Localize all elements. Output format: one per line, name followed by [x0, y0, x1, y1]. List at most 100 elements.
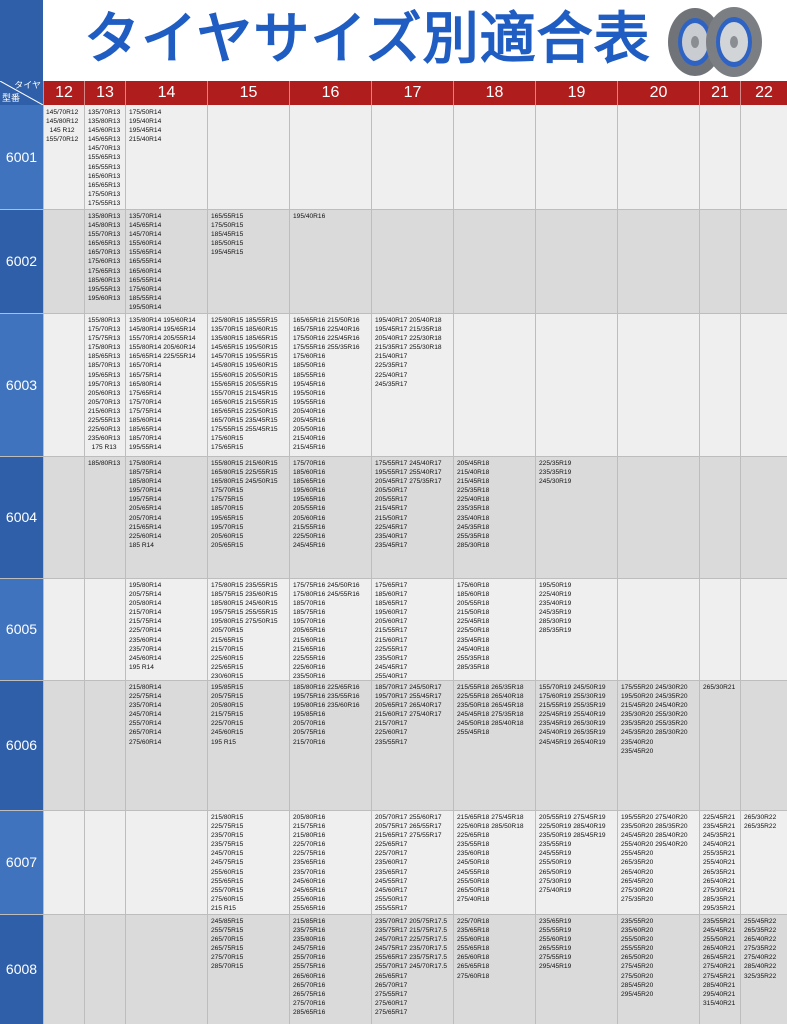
tire-size-list: 175/55R17 195/55R17 205/45R17 205/50R17 …: [375, 460, 408, 549]
size-cell-16: 205/80R16 215/75R16 215/80R16 225/70R16 …: [289, 810, 371, 914]
tire-size-list: 175/65R17 185/60R17 185/65R17 195/60R17 …: [375, 582, 408, 680]
tire-size-list: 265/35R18 265/40R18 265/45R18 275/35R18 …: [491, 684, 524, 728]
size-cell-20: [617, 456, 699, 578]
model-label: 6007: [0, 810, 43, 914]
size-header-14: 14: [125, 81, 207, 105]
size-cell-21: [699, 578, 740, 680]
size-cell-17: 175/55R17 195/55R17 205/45R17 205/50R17 …: [371, 456, 453, 578]
size-cell-15: [207, 105, 289, 209]
size-cell-22: 255/45R22 265/35R22 265/40R22 275/35R22 …: [740, 914, 787, 1024]
size-cell-18: [453, 209, 535, 313]
tire-size-list: 135/80R14 145/80R14 155/70R14 155/80R14 …: [129, 317, 162, 452]
size-cell-13: [84, 914, 125, 1024]
tire-size-list: 225/70R18 235/65R18 255/60R18 255/65R18 …: [457, 918, 490, 980]
size-header-12: 12: [43, 81, 84, 105]
model-label: 6006: [0, 680, 43, 810]
size-cell-14: [125, 914, 207, 1024]
size-cell-12: [43, 578, 84, 680]
tire-size-list: 235/65R19 255/55R19 255/60R19 265/55R19 …: [539, 918, 572, 971]
size-header-18: 18: [453, 81, 535, 105]
size-cell-19: 155/70R19 175/60R19 215/55R19 225/45R19 …: [535, 680, 617, 810]
model-label: 6008: [0, 914, 43, 1024]
header: [0, 0, 787, 80]
size-header-15: 15: [207, 81, 289, 105]
tire-size-list: 275/45R18 285/50R18: [491, 814, 524, 831]
size-cell-17: [371, 105, 453, 209]
size-cell-16: 175/75R16 175/80R16 185/70R16 185/75R16 …: [289, 578, 371, 680]
size-cell-14: 135/80R14 145/80R14 155/70R14 155/80R14 …: [125, 313, 207, 456]
size-cell-18: 215/65R18 225/60R18 225/65R18 235/55R18 …: [453, 810, 535, 914]
size-cell-13: [84, 680, 125, 810]
size-cell-22: [740, 313, 787, 456]
tire-size-list: 125/80R15 135/70R15 135/80R15 145/65R15 …: [211, 317, 244, 452]
size-cell-17: 235/70R17 235/75R17 245/70R17 245/75R17 …: [371, 914, 453, 1024]
size-cell-14: 215/80R14 225/75R14 235/70R14 245/70R14 …: [125, 680, 207, 810]
tire-size-list: 175/80R15 185/75R15 185/80R15 195/75R15 …: [211, 582, 244, 680]
size-cell-21: [699, 105, 740, 209]
model-row-6008: 6008 245/85R15 255/75R15 265/70R15 265/75…: [0, 914, 787, 1024]
size-cell-20: 195/55R20 235/50R20 245/45R20 255/40R20 …: [617, 810, 699, 914]
tire-size-list: 255/45R22 265/35R22 265/40R22 275/35R22 …: [744, 918, 777, 980]
tire-size-list: 185/80R13: [88, 460, 121, 467]
size-cell-15: 215/80R15 225/75R15 235/70R15 235/75R15 …: [207, 810, 289, 914]
size-cell-13: 185/80R13: [84, 456, 125, 578]
tire-size-list: 185/80R16 195/75R16 195/80R16 195/85R16 …: [293, 684, 326, 746]
tire-size-list: 175/75R16 175/80R16 185/70R16 185/75R16 …: [293, 582, 326, 680]
row-divider: [0, 456, 787, 457]
row-divider: [0, 313, 787, 314]
tire-size-list: 265/30R22 265/35R22: [744, 814, 777, 831]
tires-icon: [662, 6, 767, 78]
tire-size-list: 215/65R18 225/60R18 225/65R18 235/55R18 …: [457, 814, 490, 903]
size-cell-16: 215/85R16 235/75R16 235/80R16 245/75R16 …: [289, 914, 371, 1024]
size-cell-12: 145/70R12 145/80R12 145 R12 155/70R12: [43, 105, 84, 209]
size-cell-17: 195/40R17 195/45R17 205/40R17 215/35R17 …: [371, 313, 453, 456]
tire-size-list: 245/40R17 255/40R17 275/35R17: [409, 460, 442, 486]
model-label: 6001: [0, 105, 43, 209]
model-row-6005: 6005 195/80R14 205/75R14 205/80R14 215/70…: [0, 578, 787, 680]
size-cell-14: 135/70R14 145/65R14 145/70R14 155/60R14 …: [125, 209, 207, 313]
tire-size-list: 165/55R15 175/50R15 185/45R15 185/50R15 …: [211, 213, 244, 257]
size-cell-16: 175/70R16 185/60R16 185/65R16 195/60R16 …: [289, 456, 371, 578]
tire-size-list: 155/80R13 175/70R13 175/75R13 175/80R13 …: [88, 317, 121, 452]
size-cell-22: 265/30R22 265/35R22: [740, 810, 787, 914]
tire-size-list: 205/75R17.5 215/75R17.5 225/75R17.5 235/…: [409, 918, 448, 971]
size-cell-15: 195/85R15 205/75R15 205/80R15 215/75R15 …: [207, 680, 289, 810]
size-cell-16: [289, 105, 371, 209]
tire-size-list: 175/70R16 185/60R16 185/65R16 195/60R16 …: [293, 460, 326, 549]
model-label: 6005: [0, 578, 43, 680]
model-row-6002: 6002 135/80R13 145/80R13 155/70R13 165/65…: [0, 209, 787, 313]
size-header-16: 16: [289, 81, 371, 105]
size-cell-22: [740, 456, 787, 578]
size-cell-13: [84, 578, 125, 680]
size-cell-15: 245/85R15 255/75R15 265/70R15 265/75R15 …: [207, 914, 289, 1024]
size-cell-20: [617, 578, 699, 680]
size-cell-19: 225/35R19 235/35R19 245/30R19: [535, 456, 617, 578]
size-cell-16: 185/80R16 195/75R16 195/80R16 195/85R16 …: [289, 680, 371, 810]
size-header-21: 21: [699, 81, 740, 105]
tire-size-list: 225/65R16 235/55R16 235/60R16: [327, 684, 360, 710]
size-cell-19: 205/55R19 225/50R19 235/50R19 235/55R19 …: [535, 810, 617, 914]
page-title: タイヤサイズ別適合表: [84, 7, 651, 72]
size-cell-20: 235/55R20 235/60R20 255/50R20 255/55R20 …: [617, 914, 699, 1024]
size-cell-19: 195/50R19 225/40R19 235/40R19 245/35R19 …: [535, 578, 617, 680]
size-cell-18: [453, 313, 535, 456]
tire-size-list: 175/60R18 185/60R18 205/55R18 215/50R18 …: [457, 582, 490, 671]
row-divider: [0, 810, 787, 811]
size-header-22: 22: [740, 81, 787, 105]
model-row-6007: 6007 215/80R15 225/75R15 235/70R15 235/75…: [0, 810, 787, 914]
tire-size-list: 225/45R21 235/45R21 245/35R21 245/40R21 …: [703, 814, 736, 912]
model-label: 6004: [0, 456, 43, 578]
size-cell-16: 195/40R16: [289, 209, 371, 313]
tire-size-list: 135/80R13 145/80R13 155/70R13 165/65R13 …: [88, 213, 121, 302]
size-cell-21: 265/30R21: [699, 680, 740, 810]
tire-size-list: 205/40R18 215/35R18 225/30R18 255/30R18: [409, 317, 442, 352]
size-cell-20: [617, 105, 699, 209]
tire-size-list: 215/50R16 225/40R16 225/45R16 255/35R16: [327, 317, 360, 352]
size-cell-21: [699, 456, 740, 578]
size-cell-22: [740, 578, 787, 680]
tire-size-list: 225/35R19 235/35R19 245/30R19: [539, 460, 572, 486]
size-cell-17: 175/65R17 185/60R17 185/65R17 195/60R17 …: [371, 578, 453, 680]
tire-size-list: 215/80R15 225/75R15 235/70R15 235/75R15 …: [211, 814, 244, 912]
size-cell-18: 205/45R18 215/40R18 215/45R18 225/35R18 …: [453, 456, 535, 578]
tire-size-list: 175/80R14 185/75R14 185/80R14 195/70R14 …: [129, 460, 162, 549]
